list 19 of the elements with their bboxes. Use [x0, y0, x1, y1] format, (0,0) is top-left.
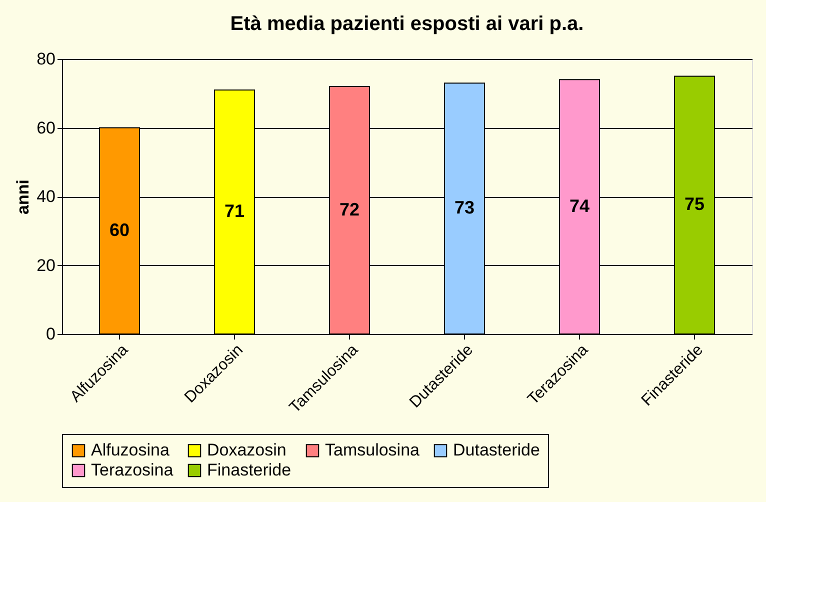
data-label: 72: [339, 199, 360, 220]
legend-label: Terazosina: [91, 460, 174, 480]
y-tick-label: 0: [46, 324, 56, 344]
legend-label: Dutasteride: [453, 440, 540, 460]
data-label: 74: [569, 196, 590, 216]
y-tick-label: 40: [36, 187, 56, 206]
y-axis-title: anni: [14, 180, 33, 214]
chart-title: Età media pazienti esposti ai vari p.a.: [230, 13, 584, 35]
data-label: 60: [109, 220, 130, 240]
data-label: 71: [224, 200, 245, 221]
data-label: 73: [454, 198, 475, 218]
y-tick-label: 60: [36, 118, 56, 138]
legend-label: Finasteride: [207, 460, 292, 480]
legend-label: Alfuzosina: [91, 440, 170, 460]
legend-label: Tamsulosina: [325, 440, 420, 460]
data-label: 75: [684, 194, 705, 214]
y-tick-label: 20: [36, 256, 56, 275]
legend-label: Doxazosin: [207, 440, 286, 460]
y-tick-label: 80: [36, 50, 56, 68]
